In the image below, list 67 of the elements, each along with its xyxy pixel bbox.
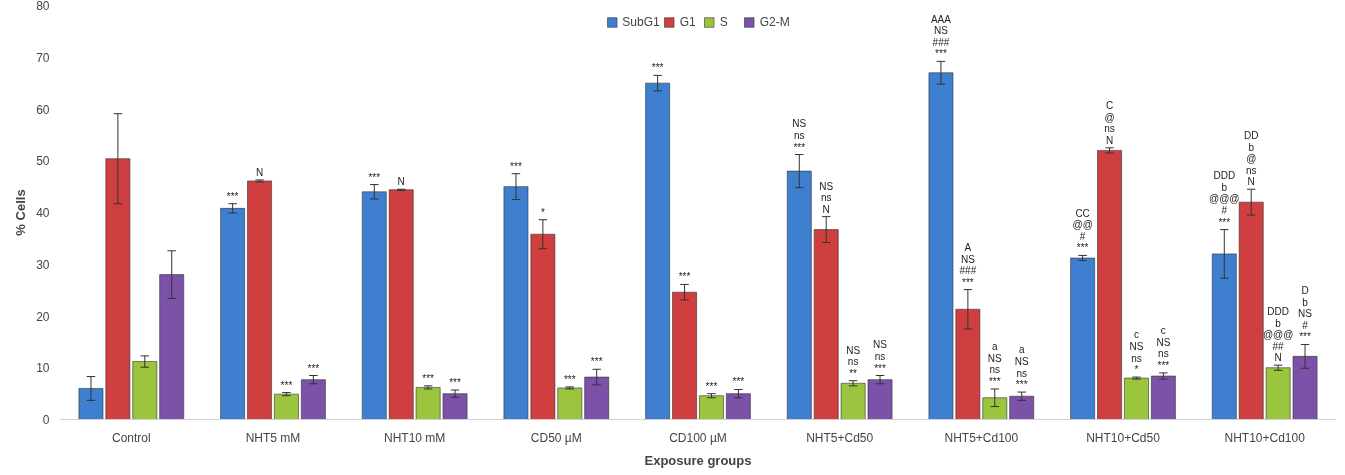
- data-label: ***: [422, 372, 435, 384]
- data-label: ***: [678, 271, 691, 283]
- data-label: ***: [449, 377, 461, 388]
- data-label: ***: [368, 171, 381, 183]
- x-tick-label: NHT5 mM: [245, 430, 301, 445]
- data-label: ***: [226, 190, 239, 202]
- data-label: D b NS # ***: [1298, 285, 1313, 343]
- x-tick-label: Control: [111, 430, 151, 445]
- data-label: NS ns ***: [792, 118, 807, 153]
- bar: [699, 395, 724, 420]
- data-label: N: [255, 166, 264, 178]
- data-label: a NS ns ***: [987, 341, 1003, 387]
- data-label: DD b @ ns N: [1243, 130, 1259, 188]
- x-tick-label: CD50 µM: [530, 430, 582, 445]
- bar: [1151, 375, 1176, 420]
- data-label: NS ns **: [846, 344, 861, 379]
- data-label: NS ns ***: [873, 339, 888, 374]
- data-label: ***: [280, 379, 293, 391]
- data-label: ***: [705, 380, 718, 392]
- data-label: ***: [732, 376, 745, 388]
- bar: [301, 379, 326, 420]
- legend-label: S: [719, 15, 729, 29]
- y-tick-label: 50: [36, 154, 50, 169]
- data-label: CC @@ # ***: [1072, 207, 1093, 254]
- y-tick-label: 80: [36, 0, 50, 13]
- data-label: N: [397, 176, 405, 188]
- bar: [1070, 257, 1095, 420]
- legend-label: G1: [679, 15, 697, 29]
- data-label: c NS ns *: [1129, 329, 1144, 376]
- bar: [1124, 377, 1149, 420]
- x-tick-label: CD100 µM: [669, 430, 727, 445]
- data-label: C @ ns N: [1104, 100, 1115, 146]
- x-tick-label: NHT10+Cd50: [1086, 430, 1161, 445]
- bar: [726, 393, 751, 420]
- data-label: ***: [307, 362, 320, 374]
- bar: [247, 180, 272, 420]
- x-tick-label: NHT5+Cd50: [806, 430, 874, 445]
- x-axis-title: Exposure groups: [644, 452, 752, 468]
- data-label: DDD b @@@ # ***: [1209, 170, 1240, 228]
- data-label: ***: [590, 356, 603, 368]
- data-label: ***: [651, 62, 664, 74]
- data-label: a NS ns ***: [1014, 344, 1029, 391]
- y-tick-label: 60: [36, 102, 50, 117]
- y-tick-label: 20: [36, 309, 50, 324]
- bar: [1097, 150, 1122, 420]
- bar: [1009, 395, 1035, 420]
- data-label: AAA NS ### ***: [930, 13, 952, 60]
- bar: [274, 393, 299, 420]
- y-tick-label: 0: [42, 413, 50, 427]
- x-tick-label: NHT10 mM: [384, 430, 446, 445]
- y-tick-label: 70: [36, 50, 50, 65]
- data-label: *: [540, 206, 545, 218]
- bar: [220, 208, 245, 420]
- y-axis-title: % Cells: [13, 189, 29, 236]
- x-tick-label: NHT5+Cd100: [944, 430, 1019, 445]
- legend-label: SubG1: [622, 15, 660, 29]
- x-tick-label: NHT10+Cd100: [1224, 430, 1306, 445]
- y-tick-label: 30: [36, 257, 50, 272]
- data-label: c NS ns ***: [1156, 325, 1171, 371]
- data-label: DDD b @@@ ## N: [1262, 305, 1294, 364]
- data-label: A NS ### ***: [959, 241, 977, 288]
- y-tick-label: 10: [36, 361, 50, 376]
- legend-label: G2-M: [759, 15, 790, 29]
- y-tick-label: 40: [36, 206, 50, 220]
- data-label: NS ns N: [819, 180, 834, 215]
- data-label: ***: [510, 160, 522, 172]
- data-label: ***: [563, 373, 576, 385]
